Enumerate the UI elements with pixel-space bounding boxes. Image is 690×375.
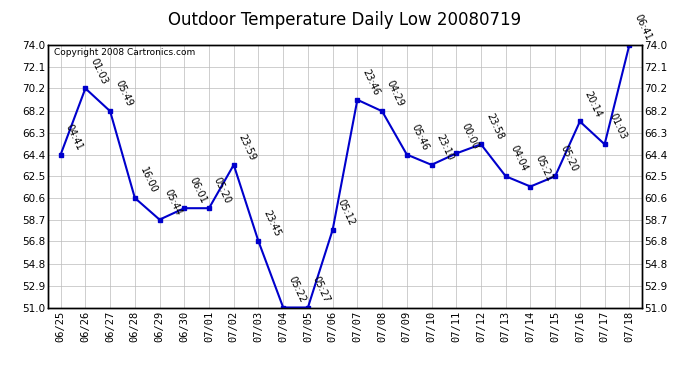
Text: 05:20: 05:20	[212, 176, 233, 206]
Text: 00:00: 00:00	[460, 121, 480, 151]
Text: 16:00: 16:00	[138, 166, 159, 195]
Text: 01:03: 01:03	[88, 56, 109, 86]
Text: 04:29: 04:29	[385, 79, 406, 108]
Text: 23:46: 23:46	[360, 68, 381, 97]
Text: 05:27: 05:27	[311, 275, 332, 304]
Text: Outdoor Temperature Daily Low 20080719: Outdoor Temperature Daily Low 20080719	[168, 11, 522, 29]
Text: 05:22: 05:22	[286, 275, 307, 304]
Text: 23:58: 23:58	[484, 112, 505, 141]
Text: 05:12: 05:12	[335, 197, 357, 227]
Text: 04:04: 04:04	[509, 144, 529, 173]
Text: 06:41: 06:41	[632, 13, 653, 42]
Text: 23:45: 23:45	[262, 209, 282, 238]
Text: 23:10: 23:10	[435, 132, 455, 162]
Text: 05:20: 05:20	[558, 144, 579, 173]
Text: 05:44: 05:44	[163, 187, 184, 217]
Text: 05:21: 05:21	[533, 154, 554, 184]
Text: 05:49: 05:49	[113, 79, 134, 108]
Text: 05:46: 05:46	[410, 122, 431, 152]
Text: 23:59: 23:59	[237, 132, 257, 162]
Text: 01:03: 01:03	[608, 112, 629, 141]
Text: 20:14: 20:14	[583, 89, 604, 118]
Text: Copyright 2008 Cartronics.com: Copyright 2008 Cartronics.com	[55, 48, 195, 57]
Text: 04:41: 04:41	[63, 122, 84, 152]
Text: 06:01: 06:01	[187, 176, 208, 206]
